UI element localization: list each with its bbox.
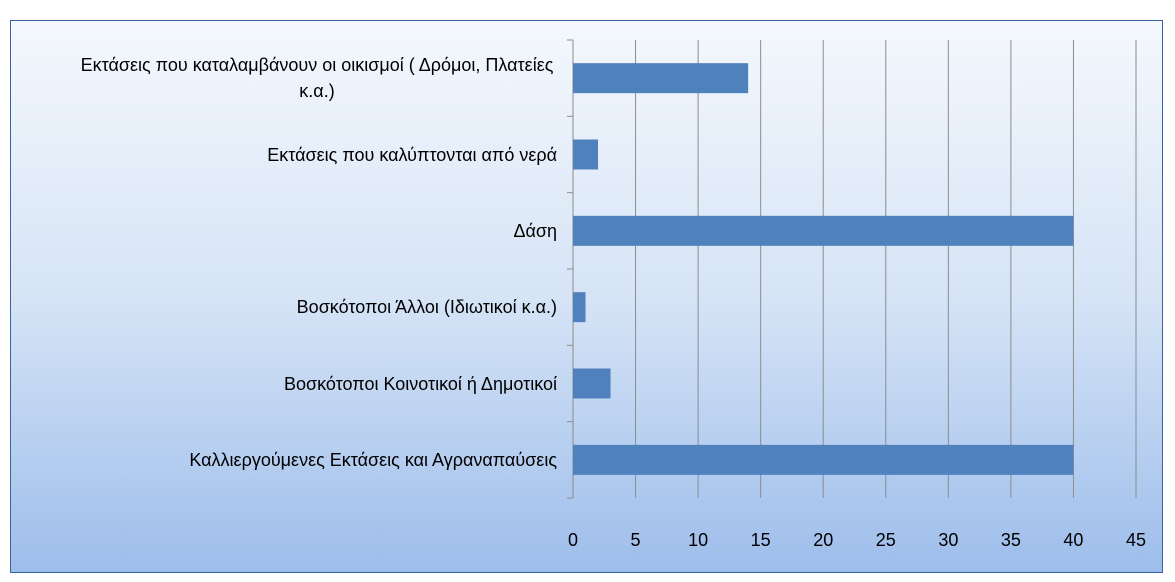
y-tick-label: Καλλιεργούμενες Εκτάσεις και Αγραναπαύσε… — [189, 449, 557, 470]
y-tick-label: Βοσκότοποι Κοινοτικοί ή Δημοτικοί — [284, 373, 557, 394]
y-tick-label: Εκτάσεις που καλύπτονται από νερά — [267, 144, 557, 165]
y-tick-label: Εκτάσεις που καταλαμβάνουν οι οικισμοί (… — [80, 55, 554, 102]
x-tick-label: 0 — [568, 530, 578, 550]
bar — [573, 139, 599, 170]
x-tick-label: 25 — [876, 530, 896, 550]
x-tick-label: 30 — [938, 530, 958, 550]
bar — [573, 292, 586, 323]
bar — [573, 444, 1074, 475]
bar — [573, 215, 1074, 246]
x-tick-label: 15 — [751, 530, 771, 550]
x-tick-label: 5 — [631, 530, 641, 550]
bar — [573, 368, 611, 399]
x-tick-label: 35 — [1001, 530, 1021, 550]
x-tick-label: 40 — [1063, 530, 1083, 550]
y-tick-label: Βοσκότοποι Άλλοι (Ιδιωτικοί κ.α.) — [296, 297, 557, 318]
x-tick-label: 20 — [813, 530, 833, 550]
chart-area — [10, 20, 1163, 573]
y-tick-label: Δάση — [513, 220, 557, 241]
bar — [573, 63, 749, 94]
x-tick-label: 45 — [1126, 530, 1146, 550]
x-tick-label: 10 — [688, 530, 708, 550]
